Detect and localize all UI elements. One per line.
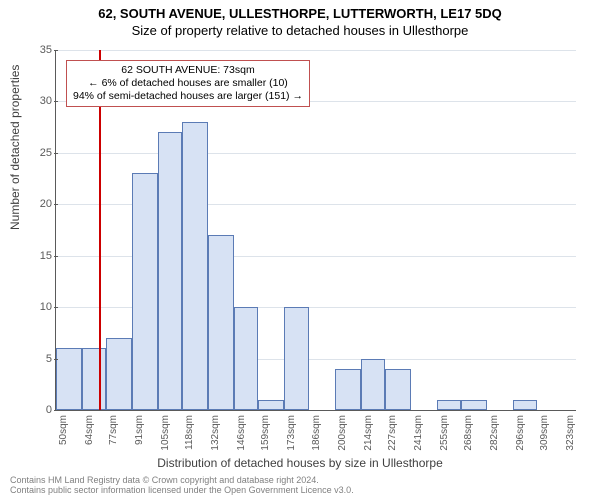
y-tick-label: 0	[30, 404, 52, 416]
x-tick-label: 214sqm	[363, 415, 374, 451]
x-tick-label: 296sqm	[515, 415, 526, 451]
histogram-bar	[385, 369, 411, 410]
y-tick-label: 30	[30, 95, 52, 107]
histogram-bar	[234, 307, 258, 410]
x-tick-label: 132sqm	[210, 415, 221, 451]
y-axis-label: Number of detached properties	[8, 65, 22, 230]
histogram-bar	[158, 132, 182, 410]
y-tick-label: 5	[30, 353, 52, 365]
y-tick-label: 15	[30, 250, 52, 262]
x-tick-label: 91sqm	[134, 415, 145, 445]
histogram-bar	[335, 369, 361, 410]
x-tick-label: 50sqm	[58, 415, 69, 445]
x-tick-label: 282sqm	[489, 415, 500, 451]
footer: Contains HM Land Registry data © Crown c…	[10, 476, 354, 496]
x-tick-label: 227sqm	[387, 415, 398, 451]
x-tick-label: 64sqm	[84, 415, 95, 445]
y-tick-label: 20	[30, 198, 52, 210]
histogram-bar	[258, 400, 284, 410]
annotation-box: 62 SOUTH AVENUE: 73sqm ← 6% of detached …	[66, 60, 310, 107]
y-tick-label: 10	[30, 301, 52, 313]
histogram-bar	[437, 400, 461, 410]
x-axis-label: Distribution of detached houses by size …	[0, 456, 600, 470]
histogram-bar	[513, 400, 537, 410]
x-tick-label: 118sqm	[184, 415, 195, 450]
x-tick-label: 200sqm	[337, 415, 348, 451]
annotation-line3: 94% of semi-detached houses are larger (…	[73, 90, 303, 103]
y-tick-label: 35	[30, 44, 52, 56]
footer-line2: Contains public sector information licen…	[10, 486, 354, 496]
chart-container: 62, SOUTH AVENUE, ULLESTHORPE, LUTTERWOR…	[0, 0, 600, 500]
x-tick-label: 173sqm	[286, 415, 297, 451]
histogram-bar	[106, 338, 132, 410]
histogram-bar	[182, 122, 208, 410]
x-tick-label: 309sqm	[539, 415, 550, 451]
x-tick-label: 105sqm	[160, 415, 171, 451]
histogram-bar	[208, 235, 234, 410]
histogram-bar	[284, 307, 308, 410]
x-tick-label: 255sqm	[439, 415, 450, 451]
annotation-line1: 62 SOUTH AVENUE: 73sqm	[73, 64, 303, 77]
x-tick-label: 159sqm	[260, 415, 271, 451]
y-tick-label: 25	[30, 147, 52, 159]
histogram-bar	[461, 400, 487, 410]
x-tick-label: 186sqm	[311, 415, 322, 451]
x-tick-label: 77sqm	[108, 415, 119, 445]
page-subtitle: Size of property relative to detached ho…	[0, 21, 600, 38]
plot-area: 62 SOUTH AVENUE: 73sqm ← 6% of detached …	[55, 50, 576, 411]
x-tick-label: 146sqm	[236, 415, 247, 451]
histogram-bar	[132, 173, 158, 410]
histogram-bar	[56, 348, 82, 410]
x-tick-label: 268sqm	[463, 415, 474, 451]
x-tick-label: 323sqm	[565, 415, 576, 451]
histogram-bar	[82, 348, 106, 410]
histogram-bar	[361, 359, 385, 410]
x-tick-label: 241sqm	[413, 415, 424, 451]
annotation-line2: ← 6% of detached houses are smaller (10)	[73, 77, 303, 90]
page-title: 62, SOUTH AVENUE, ULLESTHORPE, LUTTERWOR…	[0, 0, 600, 21]
